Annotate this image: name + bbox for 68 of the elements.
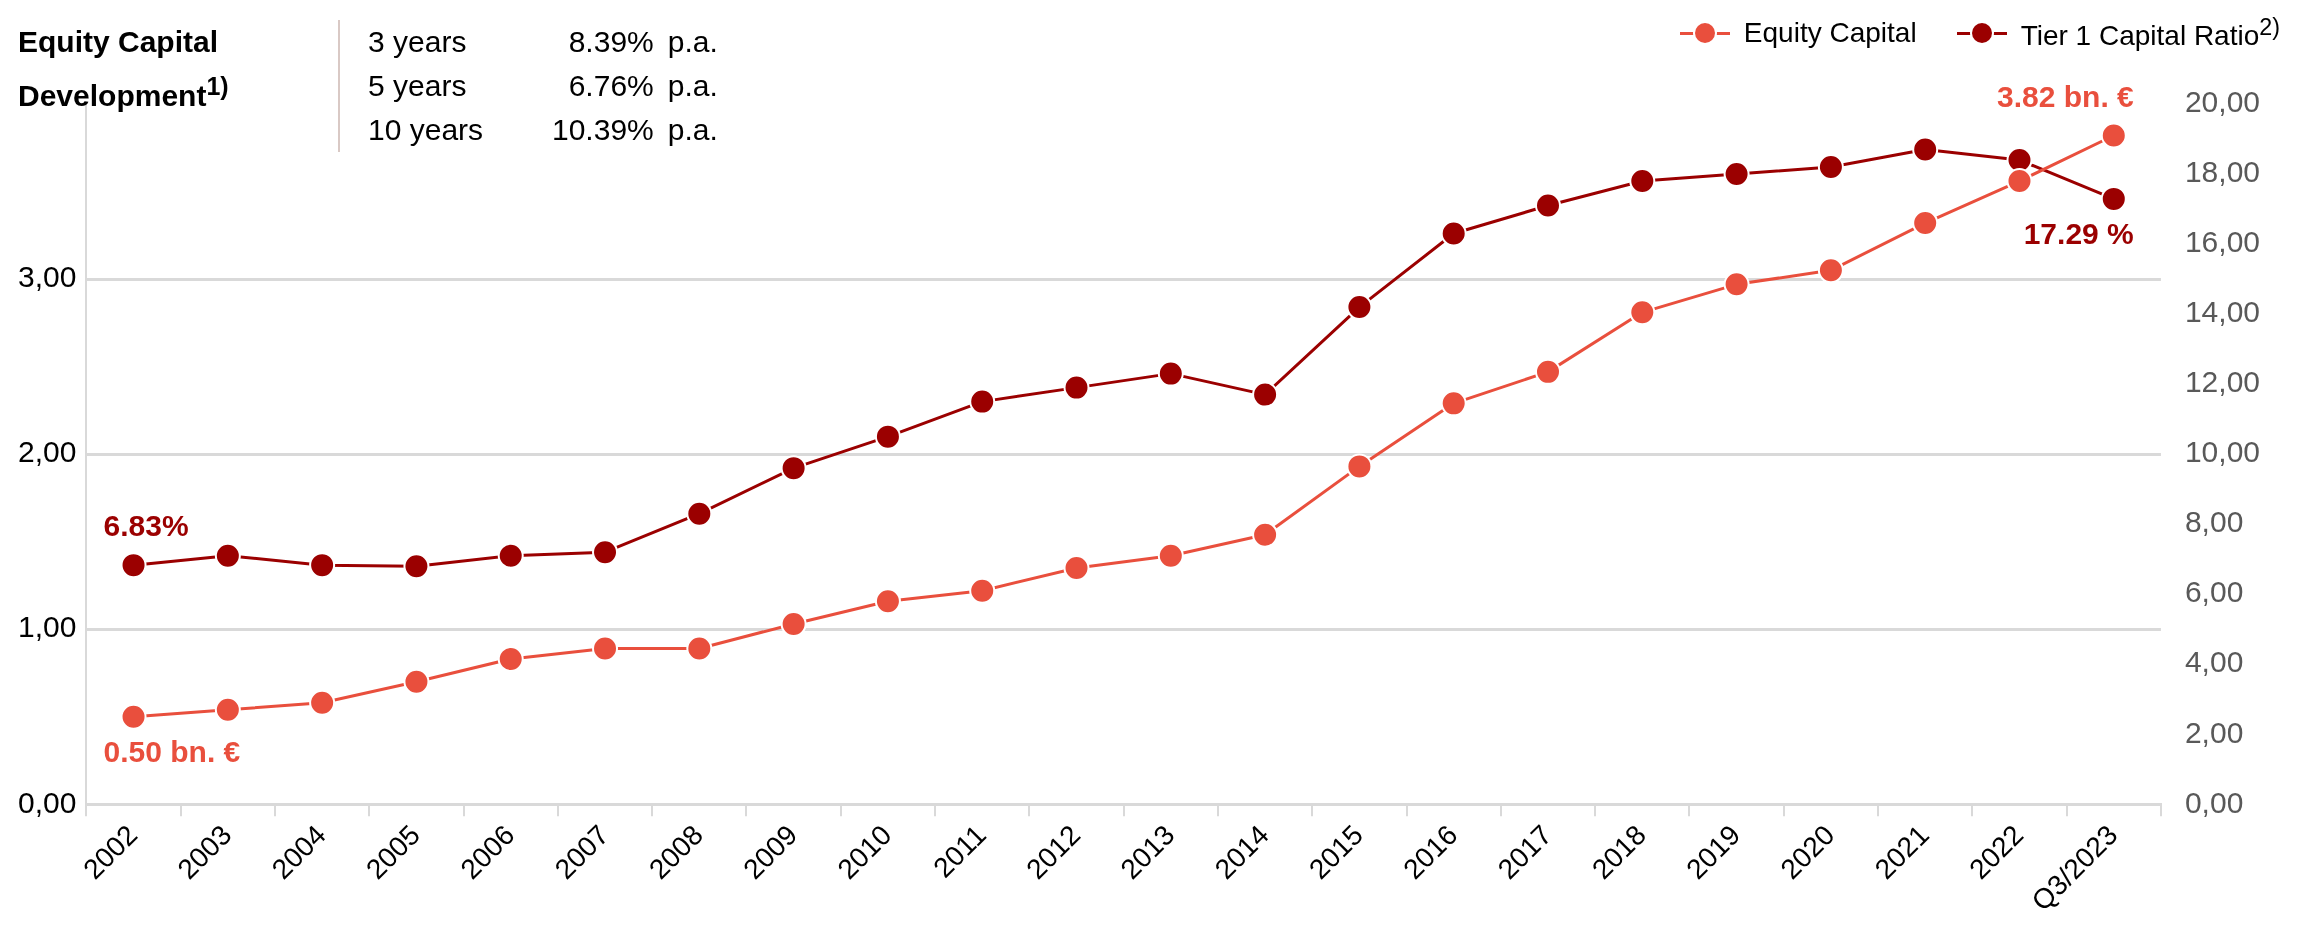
y-tick-label: 2,00 — [18, 435, 77, 469]
y2-tick-label: 16,00 — [2184, 225, 2260, 259]
point — [1440, 390, 1467, 417]
point — [309, 689, 336, 716]
y2-tick-label: 12,00 — [2184, 365, 2260, 399]
point — [780, 455, 807, 482]
point — [1063, 554, 1090, 581]
data-label: 17.29 % — [2023, 217, 2134, 251]
point — [2100, 185, 2127, 212]
point — [592, 539, 619, 566]
y2-tick-label: 6,00 — [2184, 575, 2244, 609]
point — [309, 552, 336, 579]
point — [780, 610, 807, 637]
point — [874, 423, 901, 450]
y2-tick-label: 8,00 — [2184, 505, 2244, 539]
legend-label: Equity Capital — [1743, 17, 1917, 50]
point — [686, 635, 713, 662]
point — [969, 577, 996, 604]
point — [1440, 220, 1467, 247]
point — [1346, 294, 1373, 321]
y2-tick-label: 2,00 — [2184, 715, 2244, 749]
point — [1157, 360, 1184, 387]
data-label: 3.82 bn. € — [1997, 79, 2135, 113]
y2-tick-label: 4,00 — [2184, 645, 2244, 679]
point — [1346, 453, 1373, 480]
point — [120, 552, 147, 579]
chart-title: Equity Capital Development$^{1)}$ — [18, 24, 230, 114]
text: 5 years 6.76% p.a. — [368, 69, 718, 102]
point — [874, 588, 901, 615]
y-tick-label: 3,00 — [18, 260, 77, 294]
point — [2100, 122, 2127, 149]
y-tick-label: 0,00 — [18, 785, 77, 819]
point — [1912, 136, 1939, 163]
point — [497, 542, 524, 569]
text: 10 years 10.39% p.a. — [368, 113, 718, 146]
point — [1723, 271, 1750, 298]
point — [1723, 161, 1750, 188]
text: 3 years 8.39% p.a. — [368, 25, 718, 58]
point — [1912, 210, 1939, 237]
point — [1817, 257, 1844, 284]
point — [214, 542, 241, 569]
point — [214, 696, 241, 723]
point — [2006, 168, 2033, 195]
point — [686, 500, 713, 527]
y2-tick-label: 14,00 — [2184, 295, 2260, 329]
point — [1629, 299, 1656, 326]
point — [120, 703, 147, 730]
data-label: 0.50 bn. € — [103, 735, 241, 769]
point — [1252, 381, 1279, 408]
y2-tick-label: 18,00 — [2184, 155, 2260, 189]
point — [969, 388, 996, 415]
data-label: 6.83% — [103, 509, 189, 543]
point — [1817, 154, 1844, 181]
y2-tick-label: 0,00 — [2184, 785, 2244, 819]
point — [1063, 374, 1090, 401]
legend-label: Tier 1 Capital Ratio$^{2)}$ — [2020, 14, 2280, 53]
point — [592, 635, 619, 662]
y2-tick-label: 20,00 — [2184, 85, 2260, 119]
point — [403, 553, 430, 580]
point — [497, 645, 524, 672]
y2-tick-label: 10,00 — [2184, 435, 2260, 469]
point — [403, 668, 430, 695]
point — [1534, 192, 1561, 219]
point — [1252, 521, 1279, 548]
point — [1157, 542, 1184, 569]
point — [1534, 358, 1561, 385]
point — [1629, 168, 1656, 195]
y-tick-label: 1,00 — [18, 610, 77, 644]
